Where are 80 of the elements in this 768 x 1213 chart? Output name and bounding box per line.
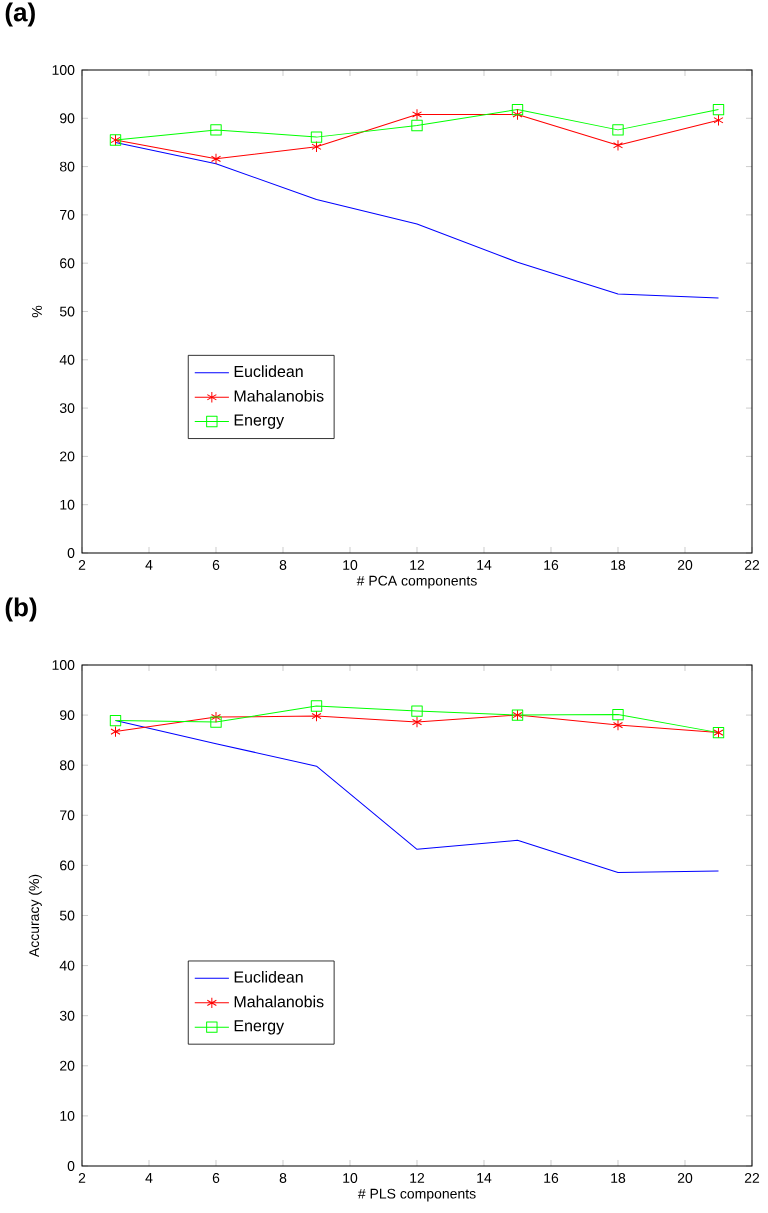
y-tick-label: 50 <box>59 306 75 317</box>
y-axis-title: % <box>32 305 42 318</box>
point <box>613 139 623 152</box>
y-tick-label: 30 <box>59 403 75 414</box>
point <box>310 131 323 143</box>
legend-label: Energy <box>234 414 285 429</box>
y-tick-label: 40 <box>59 354 75 365</box>
x-tick-label: 2 <box>78 560 86 570</box>
x-tick-label: 20 <box>677 1173 693 1183</box>
legend-label: Mahalanobis <box>234 389 324 402</box>
x-tick-label: 18 <box>611 1173 626 1183</box>
point <box>612 708 624 721</box>
point <box>210 124 222 136</box>
y-tick-label: 10 <box>60 1110 75 1121</box>
x-tick-label: 8 <box>279 1173 287 1183</box>
x-tick-label: 18 <box>611 560 626 570</box>
point <box>713 114 724 126</box>
x-tick-label: 12 <box>410 1173 425 1183</box>
legend-label: Euclidean <box>234 970 303 983</box>
x-tick-label: 2 <box>78 1173 86 1183</box>
y-tick-label: 0 <box>67 548 75 558</box>
y-tick-label: 0 <box>67 1161 75 1171</box>
x-tick-label: 4 <box>145 1173 153 1183</box>
x-tick-label: 16 <box>544 1173 559 1183</box>
y-tick-label: 80 <box>59 760 75 771</box>
y-tick-label: 80 <box>59 161 75 172</box>
point <box>311 710 322 722</box>
point <box>512 108 523 121</box>
point <box>211 153 221 165</box>
chart-title: (b) <box>5 597 37 622</box>
x-axis-title: # PLS components <box>357 1188 476 1202</box>
point <box>612 124 624 136</box>
y-tick-label: 20 <box>60 451 75 462</box>
x-tick-label: 4 <box>145 560 153 570</box>
x-axis-title: # PCA components <box>356 575 477 589</box>
y-tick-label: 100 <box>52 660 75 670</box>
x-tick-label: 6 <box>212 560 220 570</box>
y-tick-label: 20 <box>60 1060 75 1071</box>
x-tick-label: 8 <box>279 560 287 570</box>
legend-label: Mahalanobis <box>234 995 324 1008</box>
x-tick-label: 22 <box>744 560 760 570</box>
y-axis-title: Accuracy (%) <box>28 874 42 958</box>
legend-label: Energy <box>234 1020 285 1035</box>
y-tick-label: 30 <box>59 1010 75 1021</box>
y-tick-label: 50 <box>59 910 75 921</box>
y-tick-label: 100 <box>52 65 75 75</box>
x-tick-label: 10 <box>343 560 358 570</box>
line-series <box>115 141 719 299</box>
x-tick-label: 10 <box>343 1173 358 1183</box>
point <box>411 705 423 717</box>
y-tick-label: 10 <box>60 499 75 510</box>
point <box>211 711 221 723</box>
x-tick-label: 14 <box>477 560 492 570</box>
line-series <box>115 720 719 873</box>
point <box>310 700 323 712</box>
point <box>412 716 422 728</box>
chart-title: (a) <box>5 2 35 27</box>
point <box>613 719 623 731</box>
point <box>110 725 121 738</box>
x-tick-label: 14 <box>477 1173 492 1183</box>
point <box>311 141 322 153</box>
y-tick-label: 70 <box>60 810 75 821</box>
y-tick-label: 90 <box>60 113 75 124</box>
legend-label: Euclidean <box>234 365 303 378</box>
point <box>712 103 725 116</box>
point <box>511 103 524 116</box>
y-tick-label: 60 <box>60 258 75 269</box>
x-tick-label: 16 <box>544 560 559 570</box>
point <box>411 119 423 132</box>
point <box>412 108 422 121</box>
point <box>109 714 122 727</box>
y-tick-label: 90 <box>60 710 75 721</box>
x-tick-label: 20 <box>677 560 693 570</box>
y-tick-label: 70 <box>60 209 75 220</box>
y-tick-label: 40 <box>59 960 75 971</box>
y-tick-label: 60 <box>60 860 75 871</box>
point <box>210 716 222 728</box>
x-tick-label: 6 <box>212 1173 220 1183</box>
x-tick-label: 22 <box>744 1173 760 1183</box>
x-tick-label: 12 <box>410 560 425 570</box>
